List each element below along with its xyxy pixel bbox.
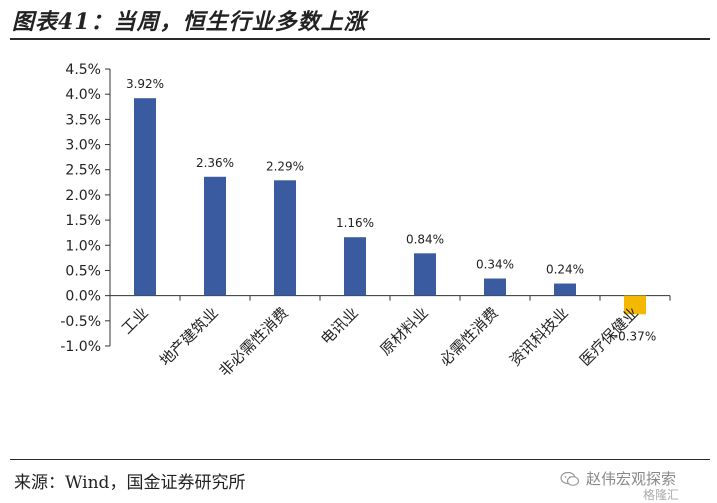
- data-label: -0.37%: [614, 329, 656, 343]
- category-label: 地产建筑业: [156, 304, 222, 370]
- data-label: 0.24%: [546, 263, 584, 277]
- data-label: 0.34%: [476, 258, 514, 272]
- data-label: 1.16%: [336, 216, 374, 230]
- data-label: 2.29%: [266, 159, 304, 173]
- bar-4: [344, 237, 366, 296]
- category-label: 非必需性消费: [215, 304, 291, 380]
- x-axis: [109, 295, 671, 301]
- data-labels: 3.92% 2.36% 2.29% 1.16% 0.84% 0.34% 0.24% -0.37…: [126, 77, 656, 343]
- bar-2: [204, 176, 226, 296]
- title-divider: [10, 38, 710, 40]
- chart-title: 图表41：当周，恒生行业多数上涨: [12, 9, 367, 35]
- bar-chart: 4.5% 4.0% 3.5% 3.0% 2.5% 2.0% 1.5% 1.0% 0.5% 0.0%…: [60, 62, 671, 380]
- watermark: 赵伟宏观探索: [560, 468, 676, 489]
- category-label: 原材料业: [377, 304, 432, 359]
- y-tick-label: 3.0%: [65, 138, 101, 154]
- bar-5: [414, 253, 436, 296]
- y-tick-label: 2.5%: [65, 163, 101, 179]
- bars: [134, 98, 646, 315]
- y-tick-label: 1.5%: [65, 213, 101, 229]
- data-label: 3.92%: [126, 77, 164, 91]
- source-note: 来源：Wind，国金证券研究所: [14, 473, 246, 493]
- y-tick-label: 4.5%: [65, 62, 101, 78]
- bar-8: [624, 295, 646, 315]
- chart-header: 图表41：当周，恒生行业多数上涨: [0, 0, 717, 44]
- bar-1: [134, 98, 156, 296]
- watermark-text: 赵伟宏观探索: [586, 470, 677, 488]
- wechat-icon: [560, 471, 580, 486]
- y-tick-label: 2.0%: [65, 188, 101, 204]
- y-tick-label: 1.0%: [65, 238, 101, 254]
- data-label: 2.36%: [196, 156, 234, 170]
- footer-divider: [10, 459, 710, 460]
- y-tick-label: 4.0%: [65, 87, 101, 103]
- bar-7: [554, 283, 576, 296]
- y-tick-label: -0.5%: [60, 314, 101, 330]
- y-tick-label: -1.0%: [60, 339, 101, 355]
- category-label: 电讯业: [317, 304, 362, 349]
- bar-3: [274, 180, 296, 296]
- bar-6: [484, 278, 506, 296]
- y-tick-label: 3.5%: [65, 112, 101, 128]
- category-label: 工业: [118, 304, 152, 338]
- watermark-badge: 格隆汇: [640, 486, 683, 503]
- y-tick-label: 0.0%: [65, 289, 101, 305]
- y-tick-label: 0.5%: [65, 263, 101, 279]
- y-axis: 4.5% 4.0% 3.5% 3.0% 2.5% 2.0% 1.5% 1.0% 0.5% 0.0%…: [60, 62, 111, 355]
- category-label: 资讯科技业: [506, 304, 572, 370]
- category-label: 必需性消费: [436, 304, 502, 370]
- data-label: 0.84%: [406, 232, 444, 246]
